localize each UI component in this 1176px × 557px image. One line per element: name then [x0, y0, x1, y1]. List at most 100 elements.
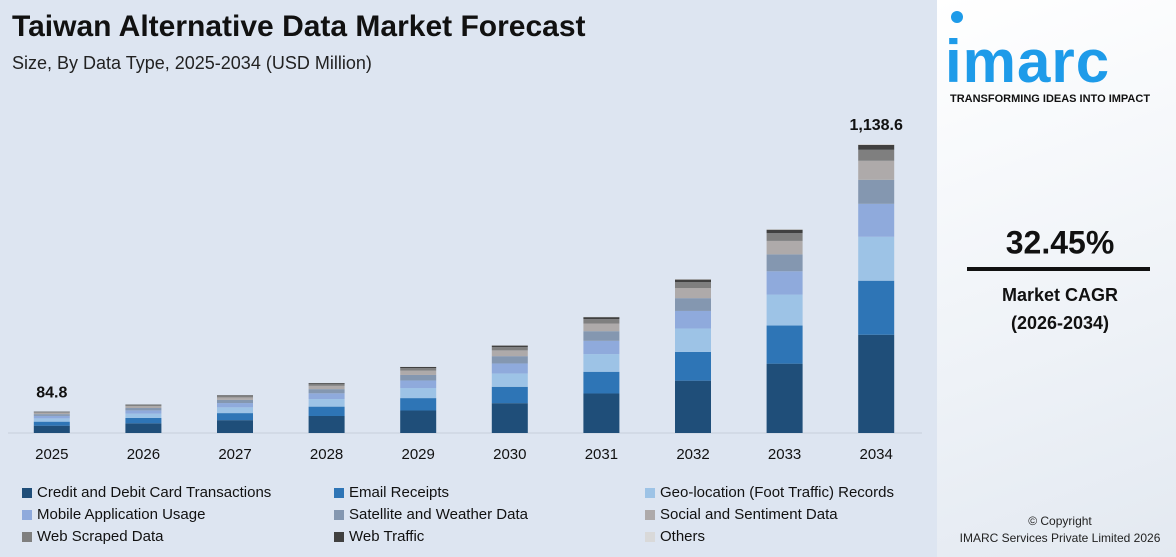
bar-segment [308, 399, 345, 407]
bar-segment [766, 325, 803, 364]
bar-segment [766, 233, 803, 241]
bar-segment [33, 418, 70, 422]
bar-segment [675, 310, 711, 329]
bar-segment [308, 389, 345, 394]
bar-segment [858, 203, 895, 237]
bar-segment [583, 317, 620, 320]
legend-swatch [645, 532, 655, 542]
bar-segment [491, 386, 528, 404]
bar-segment [583, 319, 620, 324]
bar-segment [125, 406, 162, 409]
legend-swatch [22, 510, 32, 520]
x-tick-label: 2027 [218, 446, 251, 463]
bar-segment [33, 412, 70, 415]
bar-segment [583, 354, 620, 372]
legend-swatch [22, 532, 32, 542]
bar-segment [33, 421, 70, 426]
bar-segment [858, 149, 895, 161]
logo: imarc [945, 28, 1110, 95]
bar-segment [125, 405, 162, 407]
x-tick-label: 2031 [585, 446, 618, 463]
bar-segment [217, 403, 253, 408]
x-tick-label: 2029 [402, 446, 435, 463]
copyright: © Copyright [1028, 514, 1092, 528]
cagr-label: Market CAGR [1002, 285, 1118, 305]
bar-segment [675, 279, 711, 283]
bar-segment [491, 363, 528, 374]
bar-segment [308, 415, 345, 433]
bar-segment [33, 425, 70, 433]
bar-segment [491, 403, 528, 433]
bar-segment [217, 397, 253, 400]
legend-swatch [645, 488, 655, 498]
cagr-rule [967, 267, 1150, 271]
total-label: 84.8 [36, 385, 67, 402]
bar-segment [858, 144, 895, 150]
sidebar-graphic: imarc TRANSFORMING IDEAS INTO IMPACT 32.… [945, 11, 1161, 545]
bar-segment [858, 236, 895, 281]
bar-segment [217, 399, 253, 404]
bar-segment [766, 271, 803, 295]
bar-segment [217, 395, 253, 396]
bar-segment [858, 334, 895, 433]
x-tick-label: 2033 [768, 446, 801, 463]
legend-label: Social and Sentiment Data [660, 506, 838, 523]
bar-segment [217, 407, 253, 414]
bar-segment [400, 410, 437, 433]
bar-segment [400, 374, 437, 381]
x-tick-label: 2032 [676, 446, 709, 463]
bar-segment [33, 415, 70, 419]
bar-segment [308, 385, 345, 390]
bar-segment [766, 294, 803, 326]
bar-segment [583, 340, 620, 355]
bar-segment [308, 383, 345, 386]
total-label: 1,138.6 [850, 117, 903, 134]
x-tick-label: 2028 [310, 446, 343, 463]
bar-segment [675, 351, 711, 381]
bar-segment [675, 380, 711, 433]
bar-segment [217, 420, 253, 433]
bar-segment [33, 414, 70, 416]
bar-segment [125, 410, 162, 414]
bar-segment [491, 356, 528, 364]
bar-segment [858, 160, 895, 180]
bar-segment [308, 383, 345, 384]
bar-segment [125, 408, 162, 411]
tagline: TRANSFORMING IDEAS INTO IMPACT [950, 93, 1150, 105]
bar-segment [583, 371, 620, 394]
bar-segment [400, 370, 437, 375]
logo-dot [951, 11, 963, 23]
bar-segment [766, 240, 803, 255]
legend-label: Satellite and Weather Data [349, 506, 529, 523]
legend-swatch [334, 488, 344, 498]
bar-segment [400, 368, 437, 371]
cagr: 32.45% [1006, 224, 1115, 260]
legend-label: Web Traffic [349, 528, 425, 545]
legend-label: Others [660, 528, 705, 545]
legend-swatch [334, 532, 344, 542]
legend-label: Credit and Debit Card Transactions [37, 484, 271, 501]
bar-segment [858, 179, 895, 204]
bar-segment [125, 413, 162, 418]
bar-segment [33, 411, 70, 413]
legend-label: Geo-location (Foot Traffic) Records [660, 484, 894, 501]
bar-segment [766, 229, 803, 234]
bar-segment [675, 328, 711, 352]
bar-segment [491, 373, 528, 387]
bar-segment [858, 280, 895, 335]
company: IMARC Services Private Limited 2026 [960, 531, 1161, 545]
x-tick-label: 2026 [127, 446, 160, 463]
bar-segment [217, 413, 253, 421]
bar-segment [491, 350, 528, 357]
bar-segment [583, 323, 620, 332]
bar-segment [583, 393, 620, 433]
bar-segment [400, 380, 437, 389]
legend-label: Web Scraped Data [37, 528, 164, 545]
x-tick-label: 2034 [860, 446, 893, 463]
legend-label: Email Receipts [349, 484, 449, 501]
bar-segment [766, 254, 803, 272]
cagr-period: (2026-2034) [1011, 313, 1109, 333]
bar-segment [400, 388, 437, 399]
bar-segment [217, 395, 253, 398]
